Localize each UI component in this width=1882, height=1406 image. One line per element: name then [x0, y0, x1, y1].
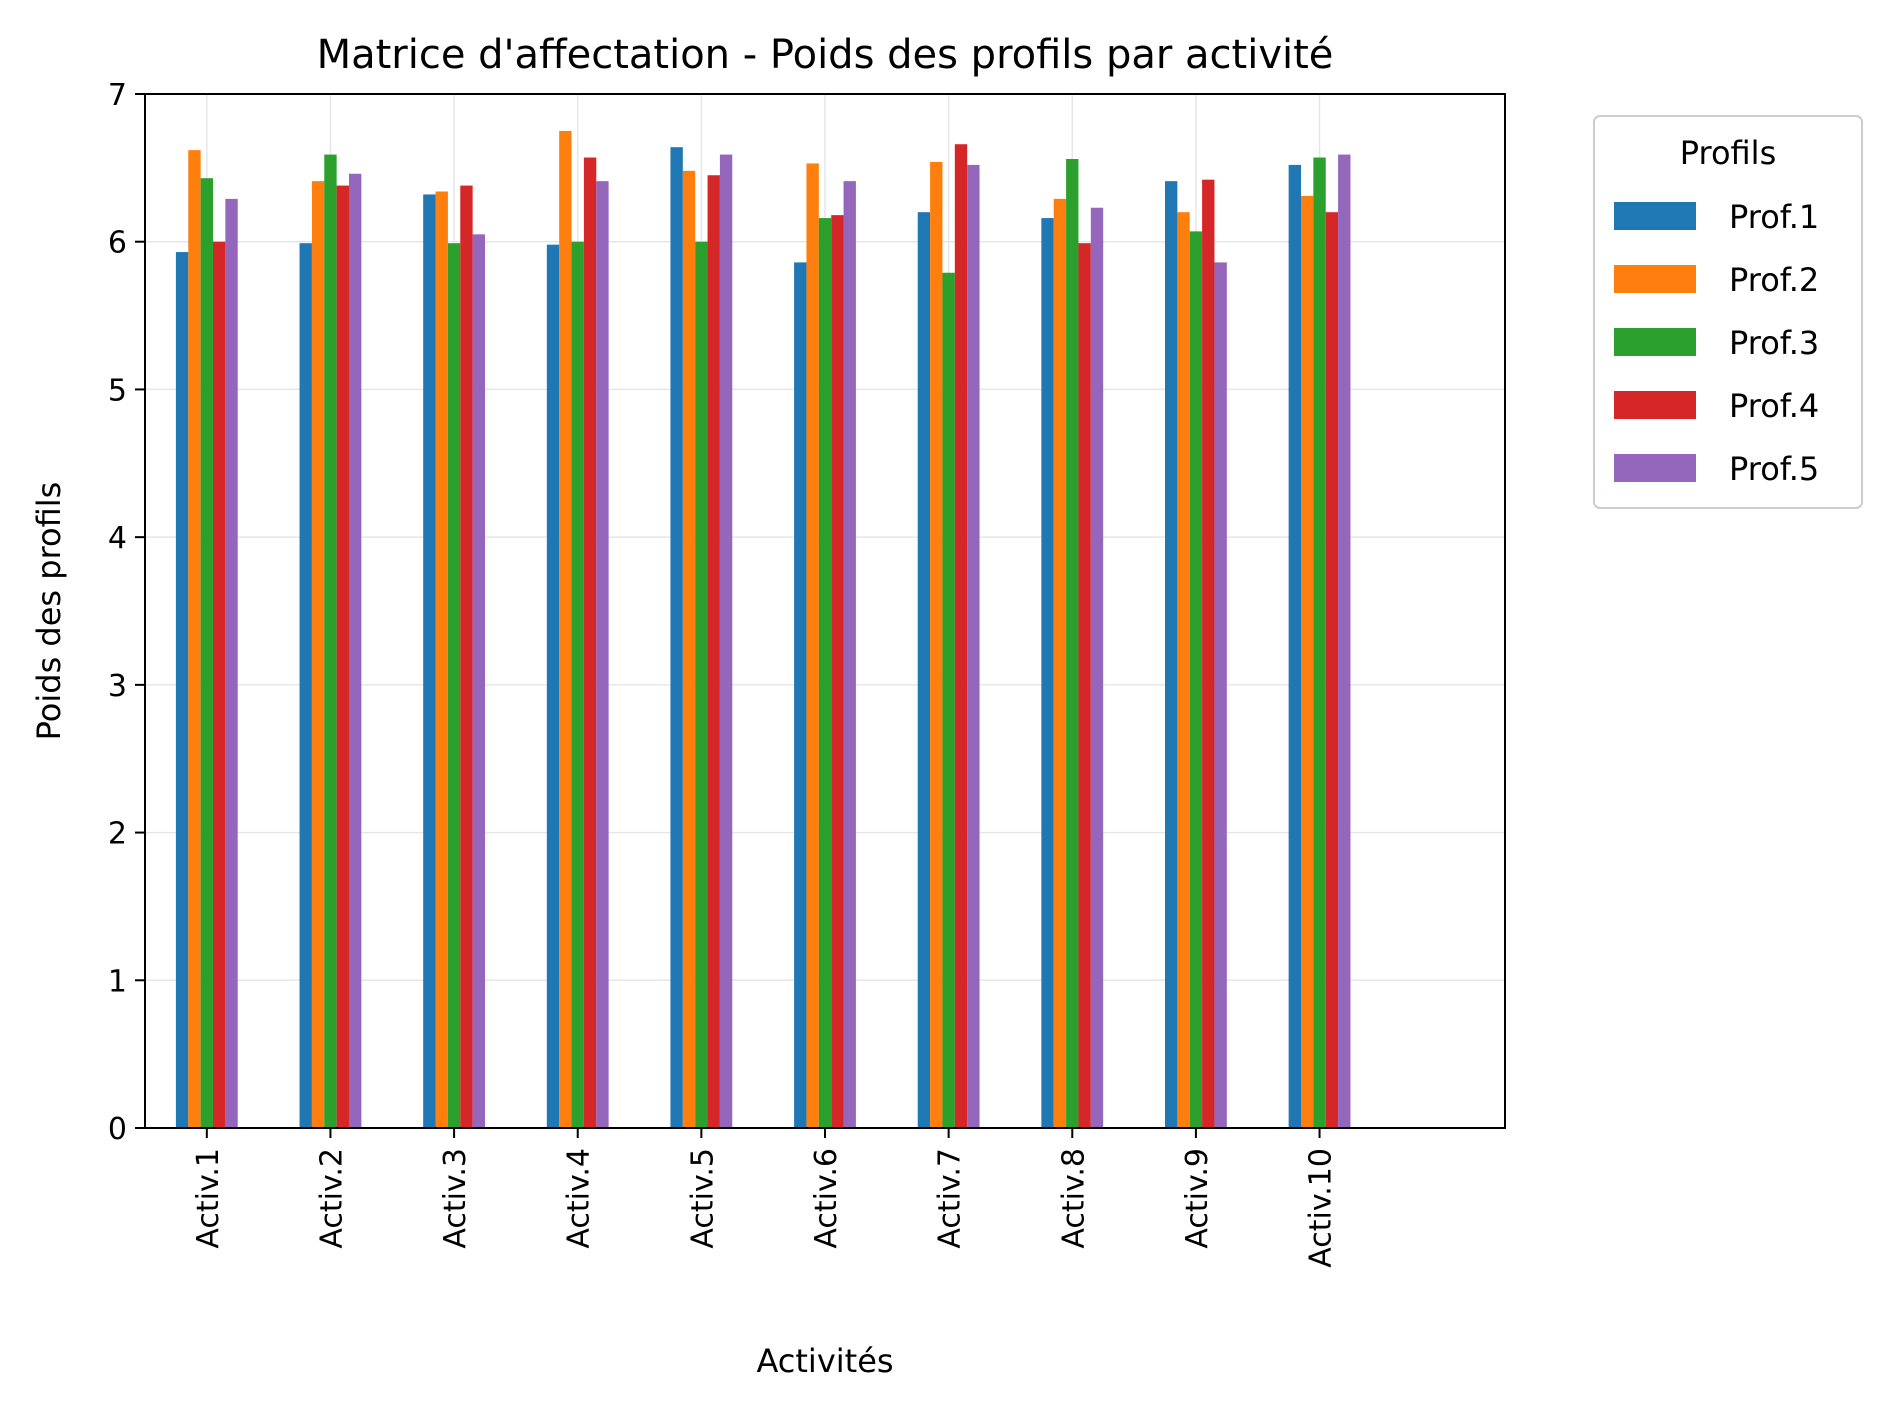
bar-prof5-activ7	[967, 164, 980, 1129]
y-tick-label: 7	[108, 78, 127, 113]
y-axis-label: Poids des profils	[30, 482, 68, 741]
x-tick-label: Activ.2	[314, 1148, 349, 1249]
bar-prof2-activ4	[559, 130, 572, 1128]
bar-prof2-activ8	[1053, 198, 1067, 1128]
bar-prof5-activ8	[1090, 207, 1104, 1129]
legend: Profils Prof.1 Prof.2 Prof.3 Prof.4 Prof.5	[1593, 115, 1863, 509]
bar-prof2-activ3	[435, 191, 448, 1128]
bar-prof1-activ6	[794, 262, 807, 1128]
bar-prof3-activ8	[1066, 158, 1079, 1129]
bar-prof3-activ3	[447, 243, 461, 1129]
bar-prof3-activ4	[571, 241, 584, 1128]
bar-prof3-activ5	[695, 241, 708, 1128]
x-tick-label: Activ.7	[933, 1148, 968, 1249]
x-tick-label: Activ.3	[438, 1148, 473, 1249]
x-tick-label: Activ.6	[809, 1148, 844, 1249]
legend-swatch	[1614, 202, 1696, 230]
bar-prof1-activ5	[670, 147, 683, 1129]
legend-box	[1593, 115, 1863, 509]
legend-label: Prof.4	[1729, 387, 1819, 425]
bar-prof5-activ5	[719, 154, 733, 1128]
legend-label: Prof.2	[1729, 261, 1819, 299]
y-tick-label: 2	[108, 817, 127, 852]
bar-prof1-activ3	[423, 194, 436, 1129]
bar-prof1-activ7	[917, 212, 931, 1128]
bars	[175, 130, 1351, 1129]
bar-prof1-activ2	[299, 243, 312, 1129]
bar-prof3-activ1	[200, 178, 213, 1128]
bar-prof2-activ6	[806, 163, 819, 1128]
y-tick-label: 3	[108, 669, 127, 704]
bar-prof1-activ1	[175, 252, 189, 1128]
bar-prof2-activ9	[1177, 212, 1190, 1128]
bar-prof3-activ7	[942, 272, 955, 1129]
x-tick-label: Activ.5	[685, 1148, 720, 1249]
bar-prof3-activ9	[1189, 231, 1203, 1129]
chart-title: Matrice d'affectation - Poids des profil…	[317, 32, 1334, 78]
legend-label: Prof.1	[1729, 198, 1819, 236]
bar-prof5-activ2	[349, 173, 362, 1128]
legend-label: Prof.3	[1729, 324, 1819, 362]
bar-prof2-activ5	[682, 170, 696, 1129]
bar-prof3-activ2	[324, 154, 337, 1128]
x-tick-label: Activ.10	[1304, 1148, 1339, 1268]
y-tick-label: 5	[108, 373, 127, 408]
x-tick-label: Activ.9	[1180, 1148, 1215, 1249]
bar-prof5-activ4	[596, 181, 609, 1128]
bar-prof4-activ3	[460, 185, 473, 1128]
bar-prof5-activ10	[1338, 154, 1351, 1128]
bar-prof4-activ1	[213, 241, 226, 1128]
bar-prof4-activ8	[1078, 243, 1091, 1129]
bar-prof1-activ4	[546, 244, 560, 1128]
bar-prof4-activ7	[954, 144, 968, 1129]
bar-prof4-activ5	[707, 175, 720, 1128]
bar-prof2-activ2	[311, 181, 325, 1128]
bar-prof3-activ6	[818, 218, 832, 1128]
bar-prof4-activ10	[1325, 212, 1339, 1128]
bar-prof5-activ6	[843, 181, 856, 1128]
y-tick-label: 1	[108, 964, 127, 999]
legend-title: Profils	[1680, 134, 1776, 172]
bar-prof4-activ9	[1202, 179, 1215, 1128]
bar-prof2-activ7	[930, 161, 943, 1128]
legend-swatch	[1614, 391, 1696, 419]
bar-prof5-activ3	[472, 234, 485, 1129]
bar-prof2-activ10	[1301, 195, 1314, 1128]
bar-prof3-activ10	[1313, 157, 1326, 1128]
bar-prof4-activ4	[583, 157, 597, 1128]
x-axis: Activ.1 Activ.2 Activ.3 Activ.4 Activ.5 Activ…	[191, 1128, 1339, 1268]
bar-prof2-activ1	[188, 150, 201, 1129]
legend-label: Prof.5	[1729, 450, 1819, 488]
x-tick-label: Activ.8	[1056, 1148, 1091, 1249]
x-tick-label: Activ.4	[562, 1148, 597, 1249]
bar-prof1-activ8	[1041, 218, 1054, 1128]
bar-prof5-activ9	[1214, 262, 1227, 1128]
y-tick-label: 0	[108, 1112, 127, 1147]
y-axis: 0 1 2 3 4 5 6 7	[108, 78, 145, 1147]
bar-prof4-activ2	[336, 185, 349, 1128]
bar-prof5-activ1	[225, 198, 238, 1128]
y-tick-label: 6	[108, 226, 127, 261]
y-tick-label: 4	[108, 521, 127, 556]
legend-swatch	[1614, 454, 1696, 482]
bar-prof1-activ9	[1165, 181, 1178, 1128]
bar-prof4-activ6	[831, 215, 844, 1128]
x-axis-label: Activités	[756, 1342, 893, 1380]
x-tick-label: Activ.1	[191, 1148, 226, 1249]
legend-swatch	[1614, 265, 1696, 293]
legend-swatch	[1614, 328, 1696, 356]
bar-prof1-activ10	[1288, 164, 1301, 1129]
